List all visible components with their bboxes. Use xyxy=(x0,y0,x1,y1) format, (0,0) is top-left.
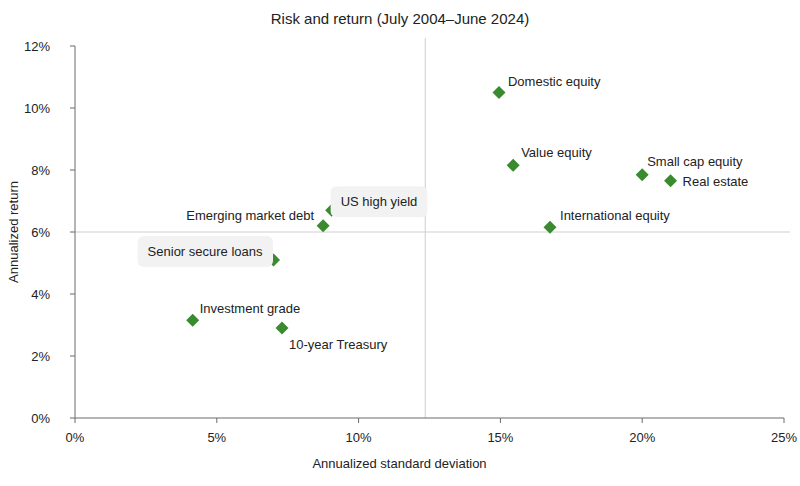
point-label: Small cap equity xyxy=(647,154,743,169)
x-tick xyxy=(216,418,217,423)
y-tick xyxy=(70,170,75,171)
point-label: Value equity xyxy=(521,145,592,160)
y-tick xyxy=(70,108,75,109)
x-tick-label: 0% xyxy=(66,430,85,445)
point-label: 10-year Treasury xyxy=(289,337,388,352)
x-tick xyxy=(784,418,785,423)
label-background xyxy=(138,236,273,267)
point xyxy=(186,314,199,327)
y-tick xyxy=(70,356,75,357)
chart: Risk and return (July 2004–June 2024) 0% 2… xyxy=(0,0,800,486)
y-tick-label: 0% xyxy=(31,411,50,426)
x-tick-label: 25% xyxy=(771,430,797,445)
point xyxy=(492,86,505,99)
y-tick-label: 12% xyxy=(24,39,50,54)
point-label: International equity xyxy=(560,208,670,223)
point-label: Real estate xyxy=(683,174,749,189)
y-tick-label: 10% xyxy=(24,101,50,116)
point-label: Investment grade xyxy=(200,301,300,316)
y-tick-label: 4% xyxy=(31,287,50,302)
point-label: Emerging market debt xyxy=(186,208,314,223)
point xyxy=(636,168,649,181)
points xyxy=(186,86,677,335)
label-background xyxy=(331,186,428,217)
reference-line-x xyxy=(425,38,426,418)
x-tick xyxy=(75,418,76,423)
point xyxy=(664,174,677,187)
y-tick-label: 6% xyxy=(31,225,50,240)
y-tick xyxy=(70,418,75,419)
title: Risk and return (July 2004–June 2024) xyxy=(271,10,530,27)
point-labels: Domestic equity Value equity Small cap equ… xyxy=(138,74,749,353)
point-label: Senior secure loans xyxy=(148,244,263,259)
reference-line-y xyxy=(75,232,790,233)
point xyxy=(507,159,520,172)
x-axis-label: Annualized standard deviation xyxy=(312,456,486,471)
y-tick xyxy=(70,294,75,295)
x-tick-label: 15% xyxy=(487,430,513,445)
x-tick-label: 5% xyxy=(207,430,226,445)
point xyxy=(317,219,330,232)
point-label: Domestic equity xyxy=(508,74,601,89)
x-axis xyxy=(75,418,784,419)
point xyxy=(276,322,289,335)
point-label: US high yield xyxy=(341,194,418,209)
x-tick xyxy=(358,418,359,423)
x-tick xyxy=(500,418,501,423)
x-tick-label: 20% xyxy=(629,430,655,445)
x-tick-label: 10% xyxy=(346,430,372,445)
y-tick xyxy=(70,232,75,233)
point xyxy=(544,221,557,234)
x-tick xyxy=(642,418,643,423)
y-tick-label: 2% xyxy=(31,349,50,364)
y-tick-label: 8% xyxy=(31,163,50,178)
y-axis-label: Annualized return xyxy=(6,181,21,283)
y-tick xyxy=(70,46,75,47)
